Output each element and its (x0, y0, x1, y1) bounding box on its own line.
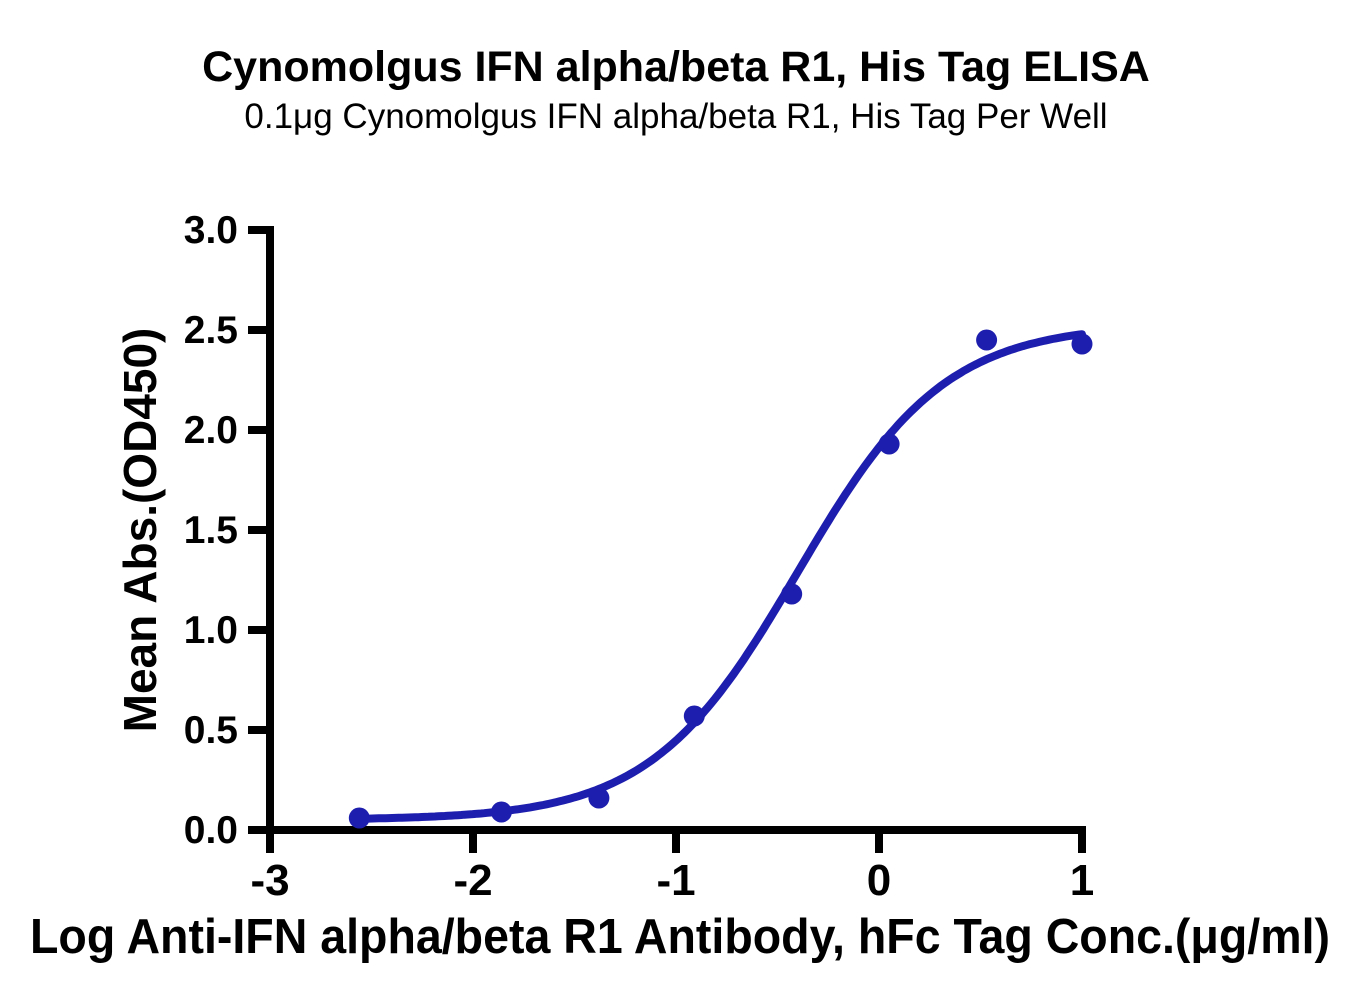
x-tick-label: -3 (250, 856, 289, 905)
x-tick-label: 1 (1070, 856, 1094, 905)
y-tick-label: 1.5 (184, 509, 238, 552)
y-tick-label: 0.5 (184, 709, 238, 752)
x-tick-label: -1 (656, 856, 695, 905)
data-point (490, 801, 512, 823)
x-tick-label: 0 (867, 856, 891, 905)
dose-response-fit-curve (355, 330, 1086, 823)
data-point (976, 329, 998, 351)
y-tick-label: 3.0 (184, 209, 238, 252)
y-tick-label: 2.5 (184, 309, 238, 352)
data-point (878, 433, 900, 455)
axes: -3 -2 -1 0 1 0.0 0.5 1.0 1.5 2.0 2.5 3.0 (184, 209, 1094, 905)
y-axis-ticks: 0.0 0.5 1.0 1.5 2.0 2.5 3.0 (184, 209, 270, 852)
x-axis-label: Log Anti-IFN alpha/beta R1 Antibody, hFc… (30, 910, 1330, 964)
data-point (588, 787, 610, 809)
fit-curve-layer (355, 330, 1086, 823)
chart-subtitle: 0.1μg Cynomolgus IFN alpha/beta R1, His … (244, 97, 1107, 136)
y-tick-label: 2.0 (184, 409, 238, 452)
y-tick-label: 0.0 (184, 809, 238, 852)
data-point (781, 583, 803, 605)
x-axis-ticks: -3 -2 -1 0 1 (250, 830, 1094, 905)
data-points-layer (348, 329, 1093, 829)
chart-title: Cynomolgus IFN alpha/beta R1, His Tag EL… (202, 43, 1150, 91)
data-point (683, 705, 705, 727)
data-point (1071, 333, 1093, 355)
x-tick-label: -2 (453, 856, 492, 905)
y-axis-label: Mean Abs.(OD450) (114, 328, 166, 733)
data-point (348, 807, 370, 829)
y-tick-label: 1.0 (184, 609, 238, 652)
